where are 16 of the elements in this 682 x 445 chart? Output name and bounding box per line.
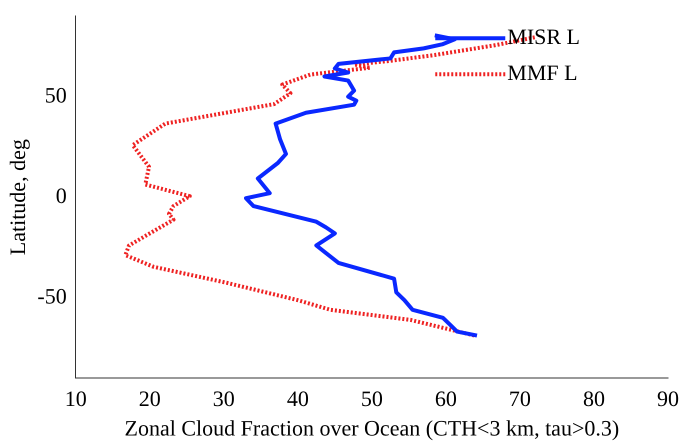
legend-label: MISR L (507, 24, 580, 49)
y-tick-label: -50 (37, 284, 67, 309)
legend-label: MMF L (507, 60, 578, 85)
x-tick-label: 70 (508, 386, 531, 412)
y-tick-label: 0 (56, 182, 67, 208)
x-tick-label: 90 (657, 386, 679, 412)
x-tick-label: 80 (582, 386, 605, 412)
x-tick-label: 50 (360, 386, 383, 412)
x-tick-label: 20 (138, 386, 161, 412)
x-tick-label: 40 (286, 386, 309, 412)
x-tick-label: 10 (64, 386, 87, 412)
x-tick-label: 30 (212, 386, 235, 412)
x-tick-label: 60 (434, 386, 457, 412)
y-axis-title: Latitude, deg (4, 139, 30, 256)
y-tick-label: 50 (44, 82, 67, 108)
x-axis-title: Zonal Cloud Fraction over Ocean (CTH<3 km, tau>0.3) (124, 416, 620, 441)
